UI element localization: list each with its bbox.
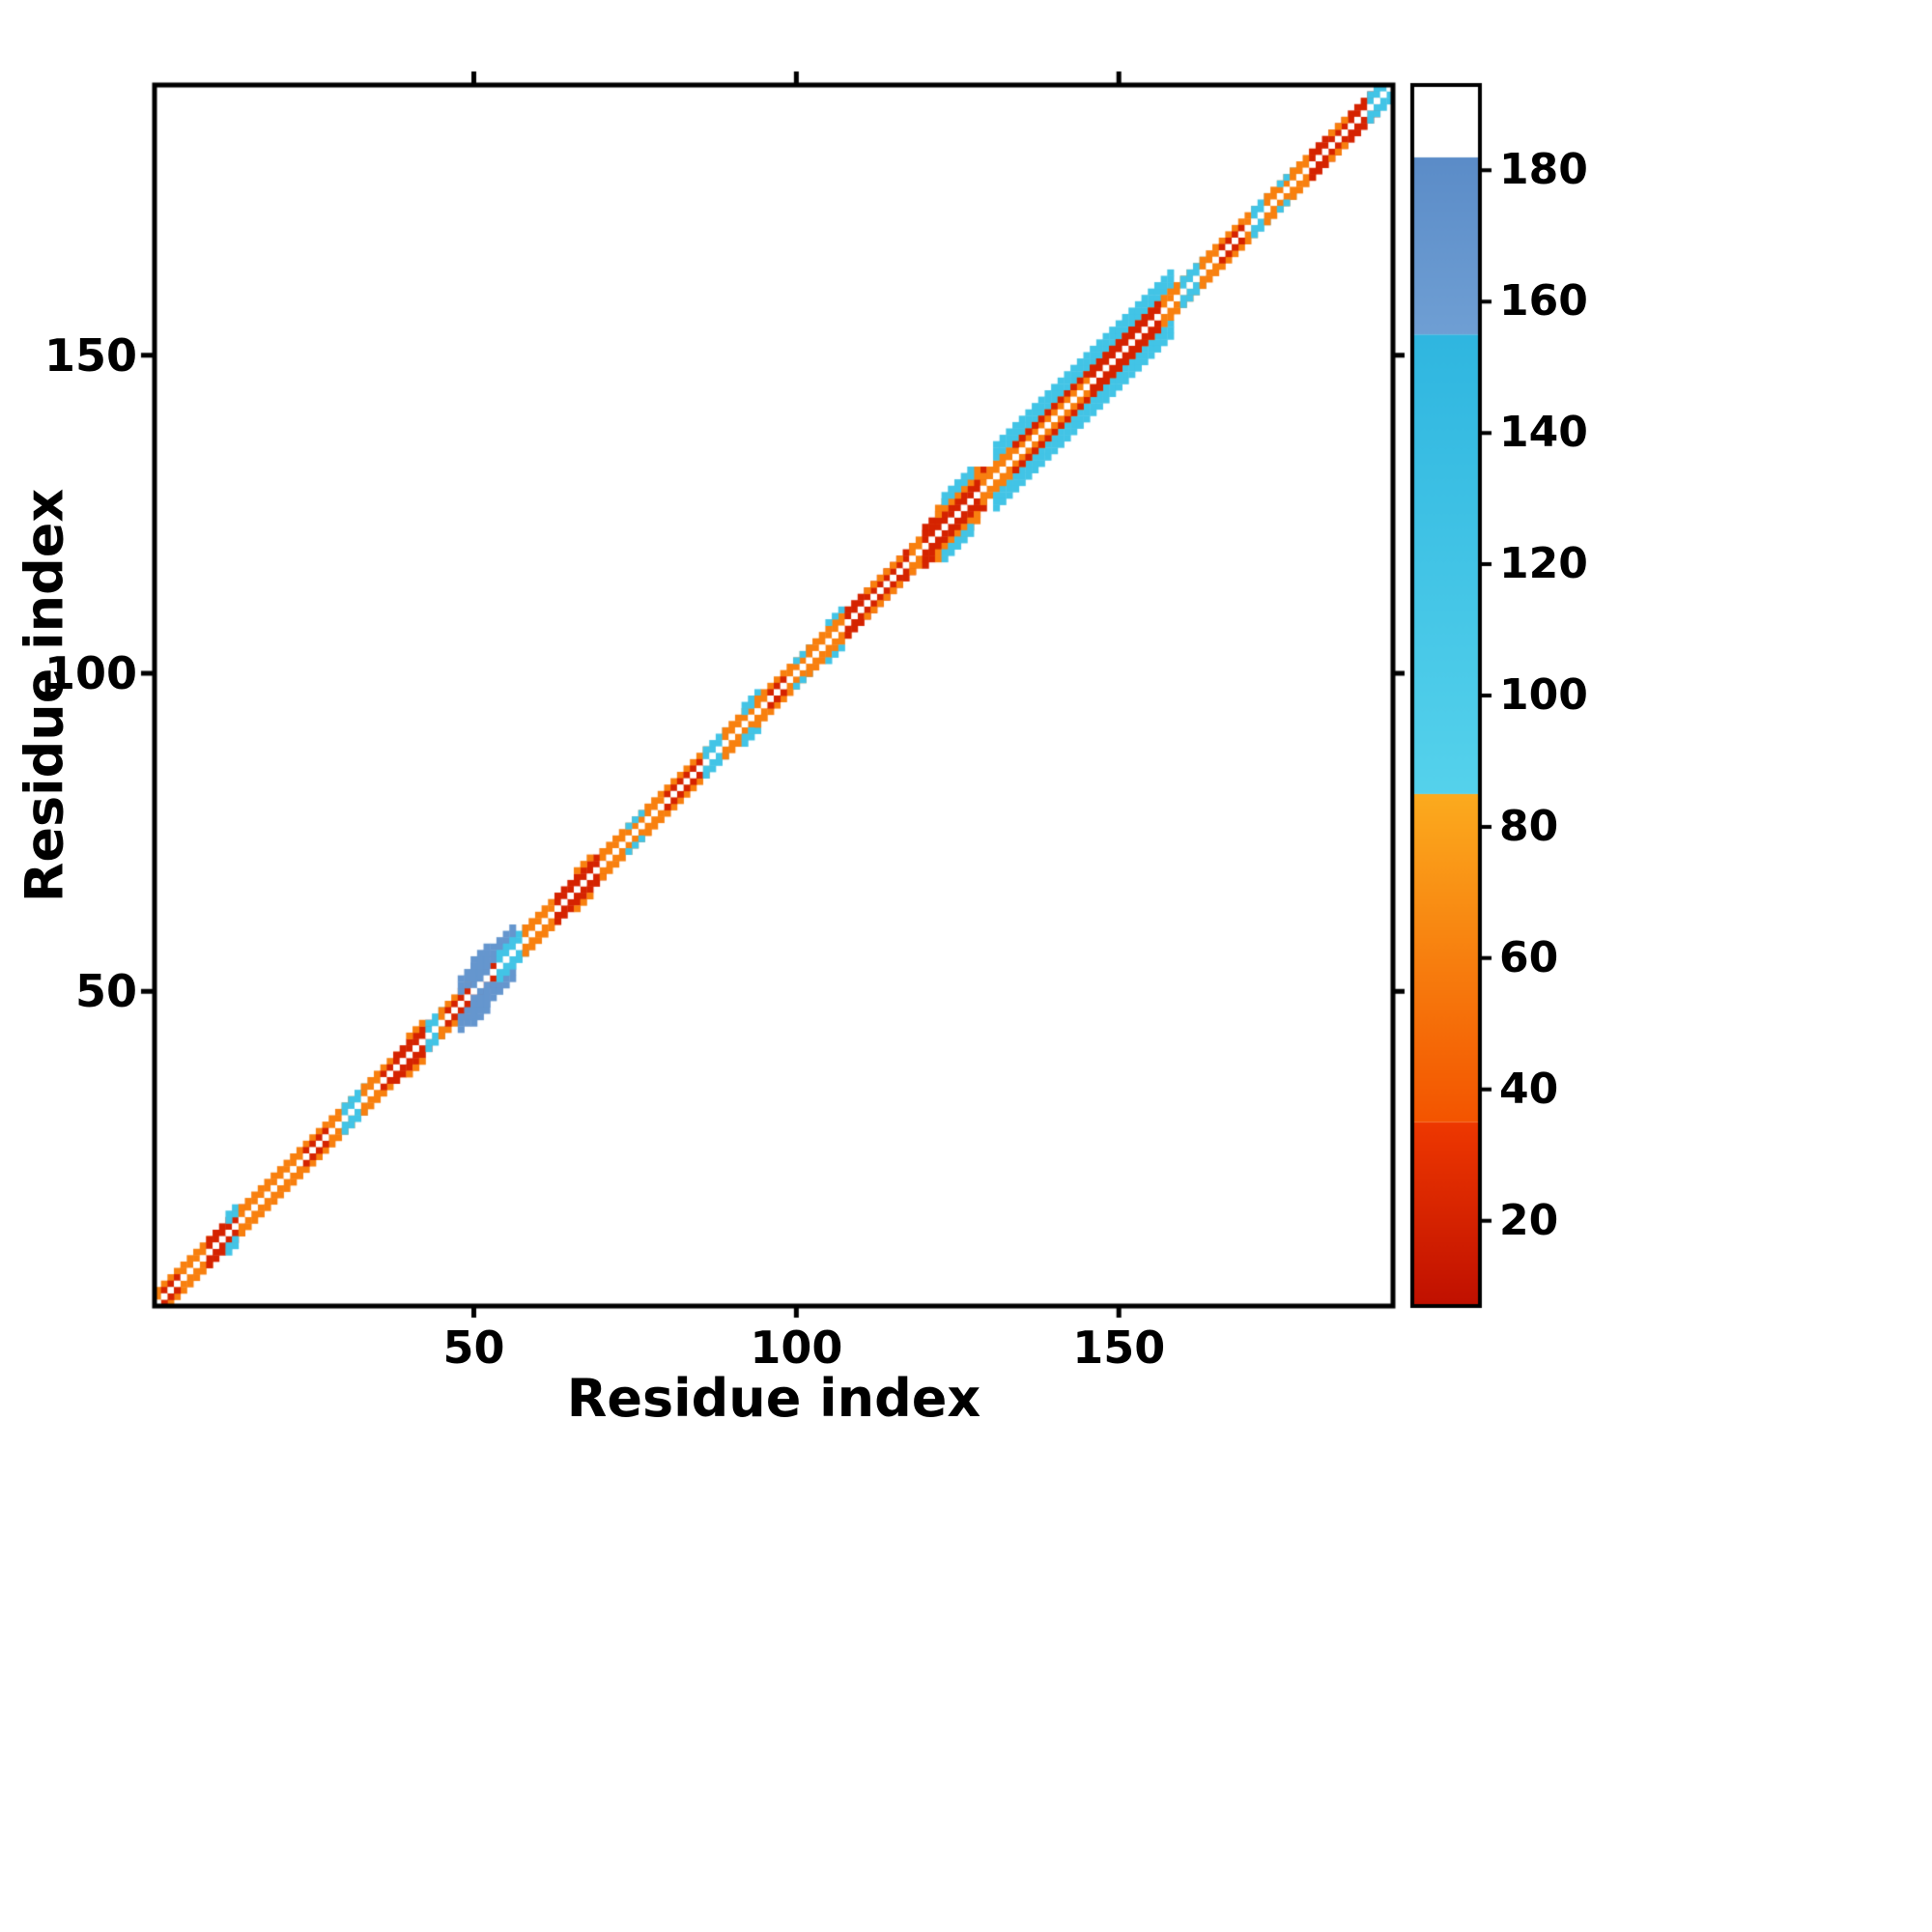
colorbar-tick-label: 40	[1499, 1064, 1559, 1114]
colorbar-tick-label: 60	[1499, 932, 1559, 982]
colorbar-tick-label: 20	[1499, 1195, 1559, 1245]
colorbar-tick-label: 80	[1499, 801, 1559, 851]
colorbar-tick-label: 100	[1499, 670, 1588, 720]
y-tick-label: 150	[43, 328, 137, 382]
x-tick-label: 150	[1072, 1321, 1166, 1374]
y-tick-label: 100	[43, 646, 137, 699]
x-axis-label: Residue index	[566, 1368, 981, 1429]
x-tick-label: 100	[750, 1321, 843, 1374]
colorbar-tick-label: 160	[1499, 276, 1588, 327]
colorbar-tick-label: 140	[1499, 408, 1588, 458]
x-tick-label: 50	[442, 1321, 505, 1374]
y-tick-label: 50	[74, 965, 137, 1018]
colorbar-tick-label: 180	[1499, 145, 1588, 195]
colorbar-tick-label: 120	[1499, 539, 1588, 589]
